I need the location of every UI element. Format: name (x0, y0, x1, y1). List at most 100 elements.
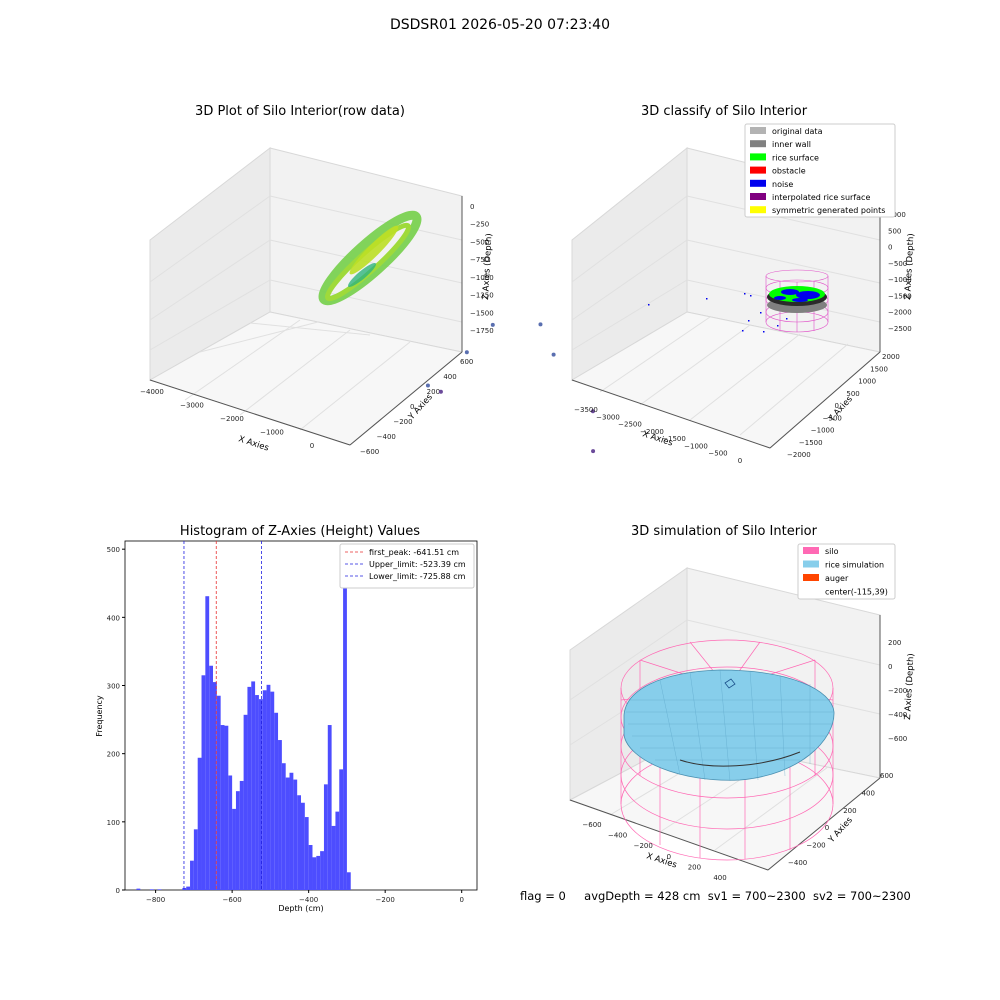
noise-point (760, 312, 762, 314)
panel4-xlabel: X Axies (645, 851, 678, 870)
scatter-point (591, 449, 596, 454)
hist-bar (301, 802, 305, 890)
y-tick-label: 300 (107, 683, 120, 691)
x-tick-label: −400 (299, 896, 318, 904)
hist-bar (274, 712, 279, 890)
hist-bar (304, 817, 309, 890)
y-tick-label: 400 (107, 614, 120, 622)
legend-swatch (803, 574, 819, 581)
z-tick-label: −2000 (888, 309, 912, 317)
hist-bar (343, 559, 347, 890)
x-tick-label: −1500 (662, 435, 686, 443)
y-tick-label: −400 (788, 859, 807, 867)
panel2-x-axis (571, 379, 771, 449)
scatter-point (590, 409, 595, 414)
z-tick-label: −750 (470, 256, 489, 264)
panel1-xlabel: X Axies (237, 434, 270, 453)
z-tick-label: 1000 (888, 211, 906, 219)
hist-bar (297, 795, 301, 890)
y-tick-label: 600 (460, 358, 473, 366)
hist-bar (186, 886, 191, 890)
y-tick-label: 600 (880, 772, 893, 780)
hist-bar (335, 811, 340, 890)
hist-bar (312, 857, 317, 890)
z-tick-label: 0 (470, 203, 474, 211)
x-tick-label: 0 (310, 442, 314, 450)
histogram-ref-lines (183, 541, 262, 890)
x-tick-label: −2500 (618, 421, 642, 429)
z-tick-label: 200 (888, 639, 901, 647)
z-tick-label: −1250 (470, 292, 494, 300)
legend-swatch (750, 127, 766, 134)
hist-bar (193, 829, 198, 890)
y-tick-label: 1500 (870, 365, 888, 373)
sv1-text: sv1 = 700~2300 (707, 889, 806, 903)
y-tick-label: 0 (825, 824, 829, 832)
legend-swatch (750, 206, 766, 214)
scatter-point (490, 322, 495, 327)
y-tick-label: −500 (823, 414, 842, 422)
hist-bar (270, 691, 275, 890)
hist-bar (197, 757, 202, 890)
y-tick-label: 500 (107, 546, 120, 554)
z-tick-label: 500 (888, 227, 901, 235)
hist-bar (190, 860, 194, 890)
hist-bar (339, 769, 344, 890)
x-tick-label: −600 (223, 896, 242, 904)
hist-bar (243, 714, 248, 890)
z-tick-label: 0 (888, 244, 892, 252)
hist-bar (209, 665, 213, 890)
legend-swatch (750, 140, 766, 148)
legend-label: noise (772, 180, 793, 189)
histogram-title: Histogram of Z-Axies (Height) Values (179, 524, 421, 539)
panel1-title: 3D Plot of Silo Interior(row data) (195, 104, 405, 119)
hist-bar (346, 872, 351, 890)
panel4-legend: silo rice simulation auger center(-115,39) (797, 543, 896, 600)
hist-bar (278, 740, 282, 890)
hist-bar (239, 780, 244, 890)
panel2-zlabel: Z Axies (Depth) (903, 233, 916, 300)
hist-bar (232, 808, 236, 890)
flag-text: flag = 0 (520, 889, 566, 903)
noise-point (744, 293, 746, 295)
x-tick-label: −2000 (640, 428, 664, 436)
y-tick-label: 100 (107, 819, 120, 827)
panel4-rice-surface (623, 669, 835, 782)
x-tick-label: −200 (376, 896, 395, 904)
y-tick-label: 200 (843, 807, 856, 815)
panel1-zlabel: Z Axies (Depth) (481, 233, 494, 300)
hist-bar (331, 825, 336, 890)
y-tick-label: 500 (846, 390, 859, 398)
x-tick-label: 400 (713, 874, 726, 882)
histogram-ylabel: Frequency (95, 695, 104, 737)
z-tick-label: −1500 (470, 309, 494, 317)
x-tick-label: −600 (582, 821, 601, 829)
panel1-x-axis (149, 379, 351, 446)
y-tick-label: 0 (835, 402, 839, 410)
hist-bar (136, 888, 141, 890)
scatter-point (438, 389, 443, 394)
y-tick-label: 400 (443, 373, 456, 381)
legend-swatch (750, 193, 766, 200)
legend-label: symmetric generated points (772, 206, 885, 215)
z-tick-label: −250 (470, 221, 489, 229)
hist-bar (289, 772, 294, 890)
z-tick-label: −1000 (888, 276, 912, 284)
hist-bar (327, 725, 332, 890)
z-tick-label: −1000 (470, 274, 494, 282)
x-tick-label: 0 (667, 853, 671, 861)
panel2-title: 3D classify of Silo Interior (640, 104, 808, 119)
panel4-title: 3D simulation of Silo Interior (631, 524, 817, 539)
scatter-point (538, 322, 543, 327)
y-tick-label: 1000 (858, 378, 876, 386)
x-tick-label: −1000 (260, 429, 284, 437)
legend-label: silo (825, 547, 839, 556)
hist-bar (224, 725, 229, 890)
x-tick-label: −3000 (180, 402, 204, 410)
legend-swatch (803, 560, 819, 568)
z-tick-label: −2500 (888, 325, 912, 333)
panel1-ring-cloud (318, 210, 422, 306)
legend-label: auger (825, 574, 849, 583)
hist-bar (323, 784, 328, 890)
